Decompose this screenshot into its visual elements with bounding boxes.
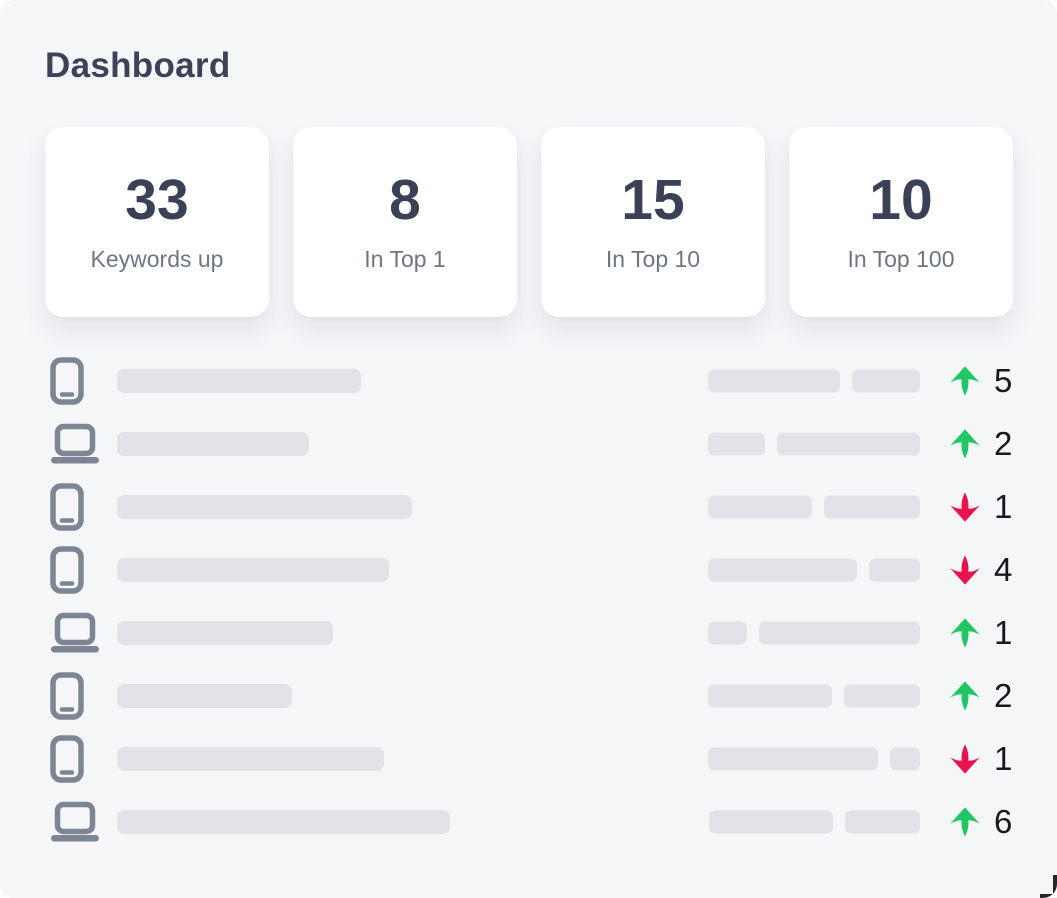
keyword-placeholder <box>117 746 384 771</box>
rank-placeholder <box>708 369 840 392</box>
rank-placeholder <box>708 621 747 644</box>
keyword-placeholder <box>117 557 389 582</box>
device-icon-wrap <box>50 423 100 464</box>
stat-card-in-top-10: 15 In Top 10 <box>541 127 765 317</box>
phone-icon <box>50 545 84 594</box>
rank-change-value: 5 <box>994 361 1013 399</box>
keyword-placeholder <box>117 809 450 834</box>
phone-icon <box>50 482 84 531</box>
up-arrow-icon <box>949 806 981 838</box>
stat-label: In Top 100 <box>847 245 955 272</box>
keyword-row[interactable]: 1 <box>0 601 1057 664</box>
rank-placeholder <box>852 369 920 392</box>
rank-placeholder <box>708 495 812 518</box>
up-arrow-icon <box>949 428 981 460</box>
rank-change-value: 2 <box>994 676 1013 714</box>
rank-placeholders <box>709 810 920 833</box>
up-arrow-icon <box>949 680 981 712</box>
device-icon-wrap <box>50 482 100 531</box>
rank-change-value: 1 <box>994 739 1013 777</box>
keyword-row[interactable]: 2 <box>0 664 1057 727</box>
stat-card-in-top-100: 10 In Top 100 <box>789 127 1013 317</box>
rank-change-value: 6 <box>994 802 1013 840</box>
keyword-placeholder <box>117 494 412 519</box>
rank-change-value: 2 <box>994 424 1013 462</box>
up-arrow-icon <box>949 617 981 649</box>
up-arrow-icon <box>949 365 981 397</box>
laptop-icon <box>51 612 99 652</box>
rank-placeholder <box>759 621 920 644</box>
device-icon-wrap <box>50 801 100 842</box>
stat-value: 15 <box>621 167 685 232</box>
down-arrow-icon <box>949 743 981 775</box>
keyword-row[interactable]: 1 <box>0 475 1057 538</box>
device-icon-wrap <box>50 671 100 720</box>
rank-placeholder <box>869 558 920 581</box>
keyword-row[interactable]: 2 <box>0 412 1057 475</box>
rank-placeholder <box>708 747 878 770</box>
rank-change-value: 1 <box>994 487 1013 525</box>
stat-card-keywords-up: 33 Keywords up <box>45 127 269 317</box>
phone-icon <box>50 734 84 783</box>
keyword-placeholder <box>117 620 333 645</box>
rank-placeholder <box>844 684 920 707</box>
rank-placeholder <box>708 558 857 581</box>
device-icon-wrap <box>50 545 100 594</box>
rank-placeholders <box>708 369 920 392</box>
device-icon-wrap <box>50 734 100 783</box>
rank-placeholder <box>845 810 920 833</box>
rank-placeholder <box>824 495 920 518</box>
phone-icon <box>50 356 84 405</box>
rank-placeholders <box>708 747 920 770</box>
stat-value: 10 <box>869 167 933 232</box>
keyword-placeholder <box>117 683 292 708</box>
rank-change-value: 1 <box>994 613 1013 651</box>
stat-card-in-top-1: 8 In Top 1 <box>293 127 517 317</box>
rank-placeholders <box>708 621 920 644</box>
rank-placeholder <box>708 684 832 707</box>
stat-cards: 33 Keywords up 8 In Top 1 15 In Top 10 1… <box>45 127 1013 317</box>
laptop-icon <box>51 801 99 841</box>
keyword-row[interactable]: 1 <box>0 727 1057 790</box>
laptop-icon <box>51 423 99 463</box>
keyword-row[interactable]: 4 <box>0 538 1057 601</box>
rank-placeholders <box>708 495 920 518</box>
phone-icon <box>50 671 84 720</box>
stat-label: Keywords up <box>90 245 224 272</box>
rank-placeholder <box>777 432 920 455</box>
keyword-list: 5 2 <box>0 349 1057 853</box>
stat-label: In Top 1 <box>364 245 446 272</box>
rank-placeholders <box>708 684 920 707</box>
device-icon-wrap <box>50 356 100 405</box>
rank-placeholders <box>708 432 920 455</box>
corner-artifact <box>1040 875 1057 898</box>
rank-placeholders <box>708 558 920 581</box>
keyword-placeholder <box>117 368 361 393</box>
stat-value: 33 <box>125 167 189 232</box>
rank-placeholder <box>708 432 765 455</box>
down-arrow-icon <box>949 491 981 523</box>
keyword-row[interactable]: 5 <box>0 349 1057 412</box>
stat-label: In Top 10 <box>605 245 701 272</box>
rank-change-value: 4 <box>994 550 1013 588</box>
rank-placeholder <box>890 747 920 770</box>
rank-placeholder <box>709 810 833 833</box>
keyword-row[interactable]: 6 <box>0 790 1057 853</box>
keyword-placeholder <box>117 431 309 456</box>
device-icon-wrap <box>50 612 100 653</box>
stat-value: 8 <box>389 167 421 232</box>
down-arrow-icon <box>949 554 981 586</box>
page-title: Dashboard <box>45 46 231 85</box>
